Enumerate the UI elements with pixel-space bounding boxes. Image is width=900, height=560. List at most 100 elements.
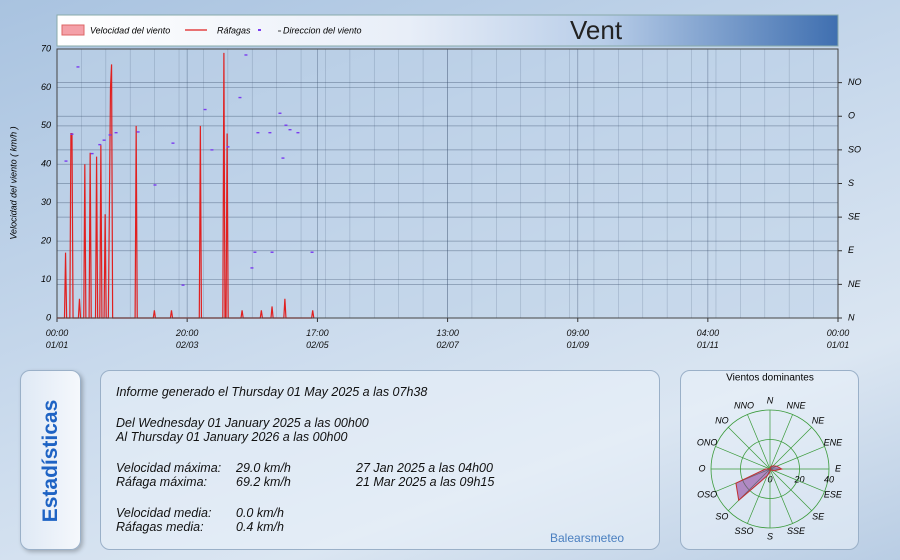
direction-point xyxy=(108,134,112,136)
y2-tick-label: NE xyxy=(848,279,861,289)
direction-point xyxy=(136,131,140,133)
legend-label: Velocidad del viento xyxy=(90,25,170,35)
direction-point xyxy=(288,129,292,131)
rose-chart: Vientos dominantes 02040NNNENEENEEESESES… xyxy=(697,373,844,542)
rose-spoke xyxy=(769,468,825,492)
stat-row: Ráfagas media: 0.4 km/h xyxy=(101,520,659,535)
rose-label: NNE xyxy=(787,401,807,411)
stat-label: Ráfagas media: xyxy=(116,520,204,534)
direction-point xyxy=(210,149,214,151)
x-tick-label: 17:00 02/05 xyxy=(306,328,329,350)
y-tick-label: 20 xyxy=(40,236,51,246)
direction-point xyxy=(70,133,74,135)
rose-label: NE xyxy=(812,415,825,425)
stat-row: Velocidad máxima: 29.0 km/h 27 Jan 2025 a … xyxy=(101,461,659,476)
rose-spoke xyxy=(747,414,771,470)
stat-date: 21 Mar 2025 a las 09h15 xyxy=(356,475,495,489)
y2-tick-label: O xyxy=(848,111,855,121)
y2-tick-label: S xyxy=(848,178,854,188)
rose-spoke xyxy=(715,446,771,470)
stat-label: Velocidad máxima: xyxy=(116,461,222,475)
rose-spoke xyxy=(747,468,771,524)
stat-value: 29.0 km/h xyxy=(236,461,291,475)
direction-point xyxy=(284,124,288,126)
direction-point xyxy=(76,66,80,68)
banner xyxy=(56,14,839,47)
direction-point xyxy=(250,267,254,269)
y-tick-label: 40 xyxy=(41,159,51,169)
rose-label: ESE xyxy=(824,489,843,499)
rose-spoke xyxy=(728,427,771,470)
y-tick-label: 30 xyxy=(41,197,51,207)
to: Al Thursday 01 January 2026 a las 00h00 xyxy=(116,430,348,444)
direction-point xyxy=(296,131,300,134)
y2-tick-label: E xyxy=(848,245,855,255)
rose-spoke xyxy=(769,427,812,470)
plot-frame xyxy=(56,48,839,319)
direction-point xyxy=(244,54,248,56)
direction-point xyxy=(90,152,94,155)
direction-point xyxy=(238,96,242,99)
footer: Balearsmeteo xyxy=(550,531,625,545)
y-tick-label: 70 xyxy=(41,43,51,53)
legend-label: Ráfagas xyxy=(217,25,251,35)
y-axis-label: Velocidad del viento ( km/h ) xyxy=(8,126,18,239)
y2-tick-label: SE xyxy=(848,212,861,222)
direction-point xyxy=(102,139,106,141)
from: Del Wednesday 01 January 2025 a las 00h0… xyxy=(116,416,369,430)
rose-label: SE xyxy=(812,511,825,521)
rose-label: SSO xyxy=(734,526,753,536)
stat-label: Velocidad media: xyxy=(116,506,212,520)
rose-label: E xyxy=(835,463,842,473)
stat-row: Velocidad media: 0.0 km/h xyxy=(101,506,659,521)
y-tick-label: 60 xyxy=(41,82,51,92)
y-tick-label: 50 xyxy=(41,120,51,130)
x-tick-label: 13:00 02/07 xyxy=(436,328,459,350)
rose-label: S xyxy=(767,531,773,541)
y-tick-label: 10 xyxy=(41,274,51,284)
stats-panel: Informe generado el Thursday 01 May 2025… xyxy=(100,370,660,550)
tab-label: Estadísticas xyxy=(39,399,62,523)
banner-title: Vent xyxy=(570,15,623,45)
direction-point xyxy=(203,108,207,111)
direction-point xyxy=(281,157,285,159)
y2-tick-label: NO xyxy=(848,77,862,87)
direction-point xyxy=(181,284,185,286)
stat-date: 27 Jan 2025 a las 04h00 xyxy=(356,461,493,475)
direction-point xyxy=(64,160,68,162)
rose-spoke xyxy=(769,468,812,511)
stat-value: 0.4 km/h xyxy=(236,520,284,534)
stat-row: Ráfaga máxima: 69.2 km/h 21 Mar 2025 a las… xyxy=(101,475,659,490)
x-tick-label: 04:00 01/11 xyxy=(696,328,720,350)
generated: Informe generado el Thursday 01 May 2025… xyxy=(116,385,428,399)
direction-point xyxy=(153,184,157,186)
rose-label: ENE xyxy=(824,437,844,447)
rose-label: ONO xyxy=(697,437,718,447)
x-tick-label: 00:00 01/01 xyxy=(45,328,69,350)
direction-point xyxy=(114,131,118,134)
direction-point xyxy=(310,251,314,253)
y2-tick-label: N xyxy=(848,312,855,322)
direction-point xyxy=(268,131,272,134)
stat-value: 69.2 km/h xyxy=(236,475,291,489)
direction-point xyxy=(270,251,274,253)
x-tick-label: 00:00 01/01 xyxy=(826,328,850,350)
rose-spoke xyxy=(769,468,793,524)
direction-point xyxy=(253,251,257,253)
y-tick-label: 0 xyxy=(46,312,51,322)
rose-label: NO xyxy=(715,415,729,425)
x-tick-label: 09:00 01/09 xyxy=(566,328,590,350)
legend-swatch xyxy=(258,29,261,31)
rose-label: OSO xyxy=(697,489,717,499)
direction-point xyxy=(98,143,102,146)
rose-area xyxy=(735,465,784,502)
rose-label: NNO xyxy=(734,401,754,411)
x-tick-label: 20:00 02/03 xyxy=(175,328,199,350)
stat-value: 0.0 km/h xyxy=(236,506,284,520)
legend-swatch xyxy=(61,24,85,36)
rose-spoke xyxy=(769,446,825,470)
rose-label: SO xyxy=(715,511,728,521)
legend-label: Direccion del viento xyxy=(283,25,362,35)
direction-point xyxy=(226,146,230,148)
